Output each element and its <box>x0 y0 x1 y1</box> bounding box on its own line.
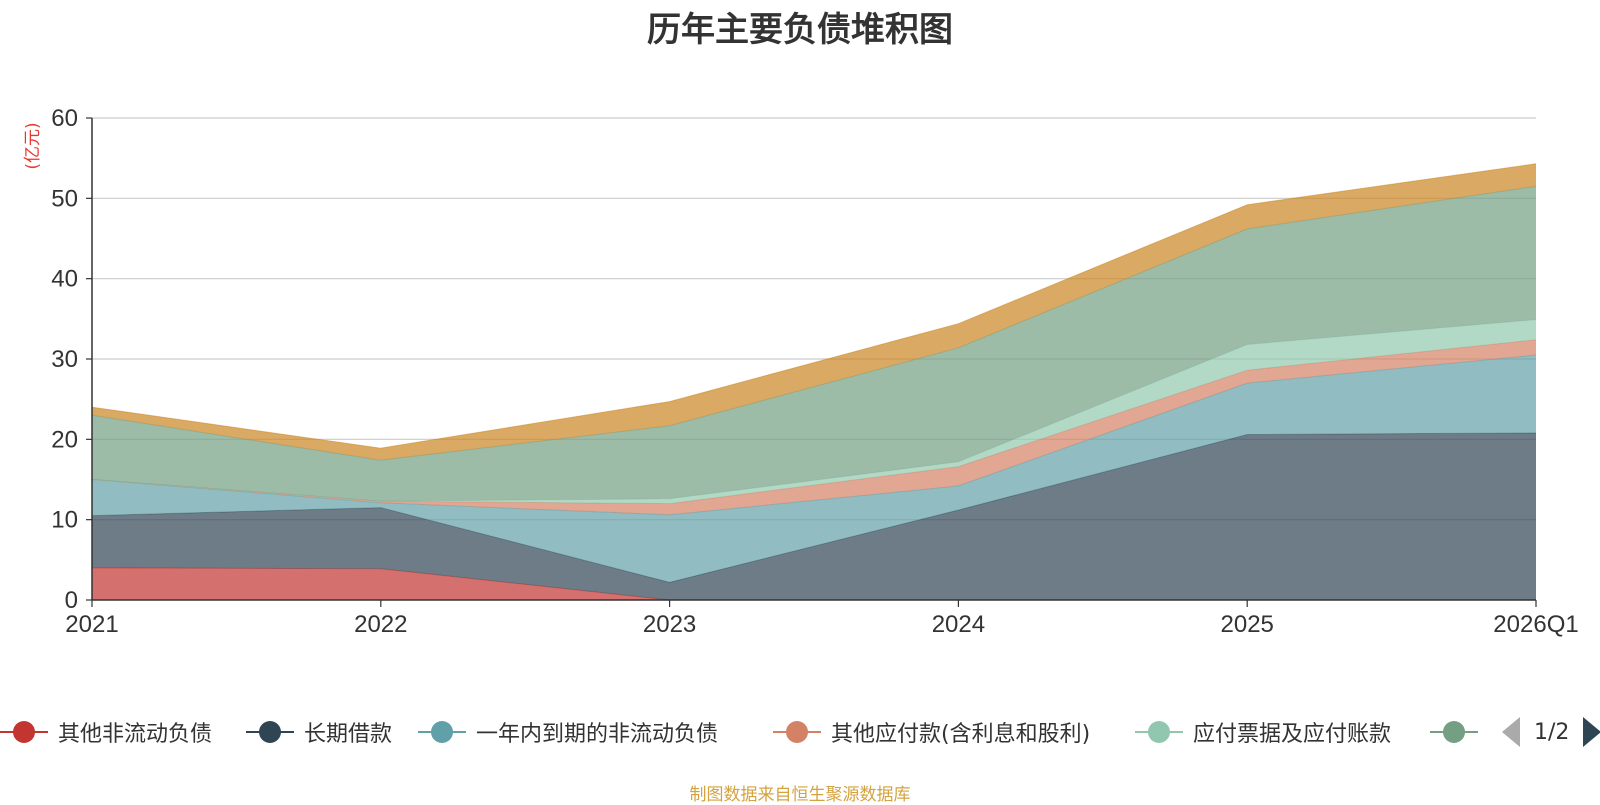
legend-marker-icon <box>773 720 821 744</box>
x-tick-label: 2021 <box>65 611 118 638</box>
y-tick-label: 30 <box>51 346 78 373</box>
x-tick-label: 2025 <box>1221 611 1274 638</box>
legend-item[interactable]: 应付票据及应付账款 <box>1135 712 1391 752</box>
y-tick-label: 60 <box>51 105 78 132</box>
stacked-areas <box>91 163 1537 601</box>
legend-next-page-icon[interactable] <box>1583 717 1600 747</box>
legend-item[interactable]: 长期借款 <box>246 712 392 752</box>
y-tick-label: 10 <box>51 507 78 534</box>
x-tick-label: 2026Q1 <box>1493 611 1578 638</box>
legend-page-indicator: 1/2 <box>1534 719 1570 745</box>
x-tick-label: 2024 <box>932 611 985 638</box>
legend-prev-page-icon[interactable] <box>1502 717 1520 747</box>
x-tick-label: 2023 <box>643 611 696 638</box>
legend-label: 一年内到期的非流动负债 <box>476 722 719 747</box>
legend-label: 长期借款 <box>304 722 393 747</box>
legend-marker-icon <box>1135 720 1183 744</box>
data-source-note: 制图数据来自恒生聚源数据库 <box>689 785 911 805</box>
area-series-1 <box>92 432 1536 600</box>
chart-title: 历年主要负债堆积图 <box>647 10 953 50</box>
legend-marker-icon <box>246 720 294 744</box>
legend-item[interactable]: 其他应付款(含利息和股利) <box>773 712 1090 752</box>
legend-item[interactable]: 其他非流动负债 <box>0 712 212 752</box>
legend-item[interactable] <box>1430 712 1488 752</box>
legend-label: 其他非流动负债 <box>58 722 213 747</box>
y-tick-label: 20 <box>51 426 78 453</box>
y-tick-label: 50 <box>51 185 78 212</box>
legend-label: 其他应付款(含利息和股利) <box>831 722 1091 747</box>
legend-marker-icon <box>418 720 466 744</box>
area-series-5 <box>92 186 1536 502</box>
area-series-0 <box>92 567 1536 600</box>
legend-marker-icon <box>0 720 48 744</box>
x-tick-label: 2022 <box>354 611 407 638</box>
area-series-4 <box>92 319 1536 504</box>
legend-pager: 1/2 <box>1502 712 1600 752</box>
axis-ticks: 0 10 20 30 40 50 60 2021 2022 2023 2024 2025 2026Q1 <box>51 105 1578 638</box>
area-series-6 <box>92 163 1536 461</box>
legend-item[interactable]: 一年内到期的非流动负债 <box>418 712 718 752</box>
series-line-6 <box>91 163 1537 449</box>
area-series-2 <box>92 355 1536 583</box>
area-series-3 <box>92 339 1536 515</box>
y-axis-unit-label: (亿元) <box>23 122 43 169</box>
legend: 其他非流动负债 长期借款 一年内到期的非流动负债 其他应付款(含利息和股利) 应付票据及… <box>0 712 1600 752</box>
y-tick-label: 0 <box>65 587 78 614</box>
legend-marker-icon <box>1430 720 1478 744</box>
y-tick-label: 40 <box>51 266 78 293</box>
legend-label: 应付票据及应付账款 <box>1193 722 1392 747</box>
